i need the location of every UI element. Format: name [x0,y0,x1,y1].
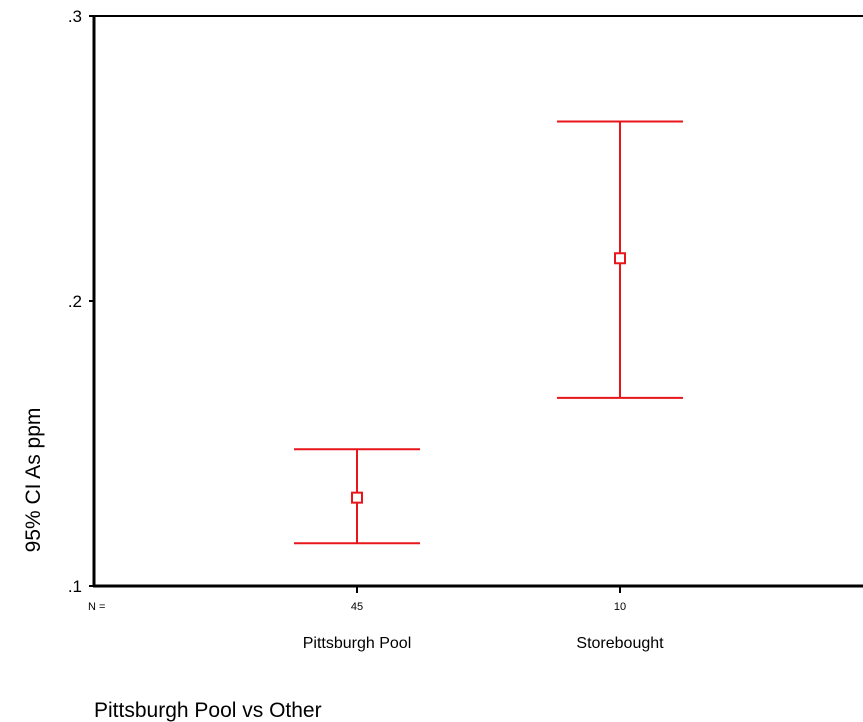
y-ticks: .1 .2 .3 [68,7,94,596]
n-label: N = [88,601,105,613]
n-count-label: 10 [614,601,626,613]
y-tick-label: .2 [68,292,82,311]
y-axis-label: 95% CI As ppm [22,408,45,553]
mean-marker [351,491,363,504]
error-bar [294,448,420,545]
x-axis-label: Pittsburgh Pool vs Other [94,699,322,722]
x-ticks: 45 Pittsburgh Pool 10 Storebought [303,586,664,652]
category-label: Pittsburgh Pool [303,635,412,652]
axes [92,15,863,588]
mean-marker [614,252,626,265]
y-tick-label: .1 [68,577,82,596]
error-bar [557,120,683,399]
y-tick-label: .3 [68,7,82,26]
error-bars [294,120,683,545]
category-label: Storebought [576,635,664,652]
n-count-label: 45 [351,601,363,613]
